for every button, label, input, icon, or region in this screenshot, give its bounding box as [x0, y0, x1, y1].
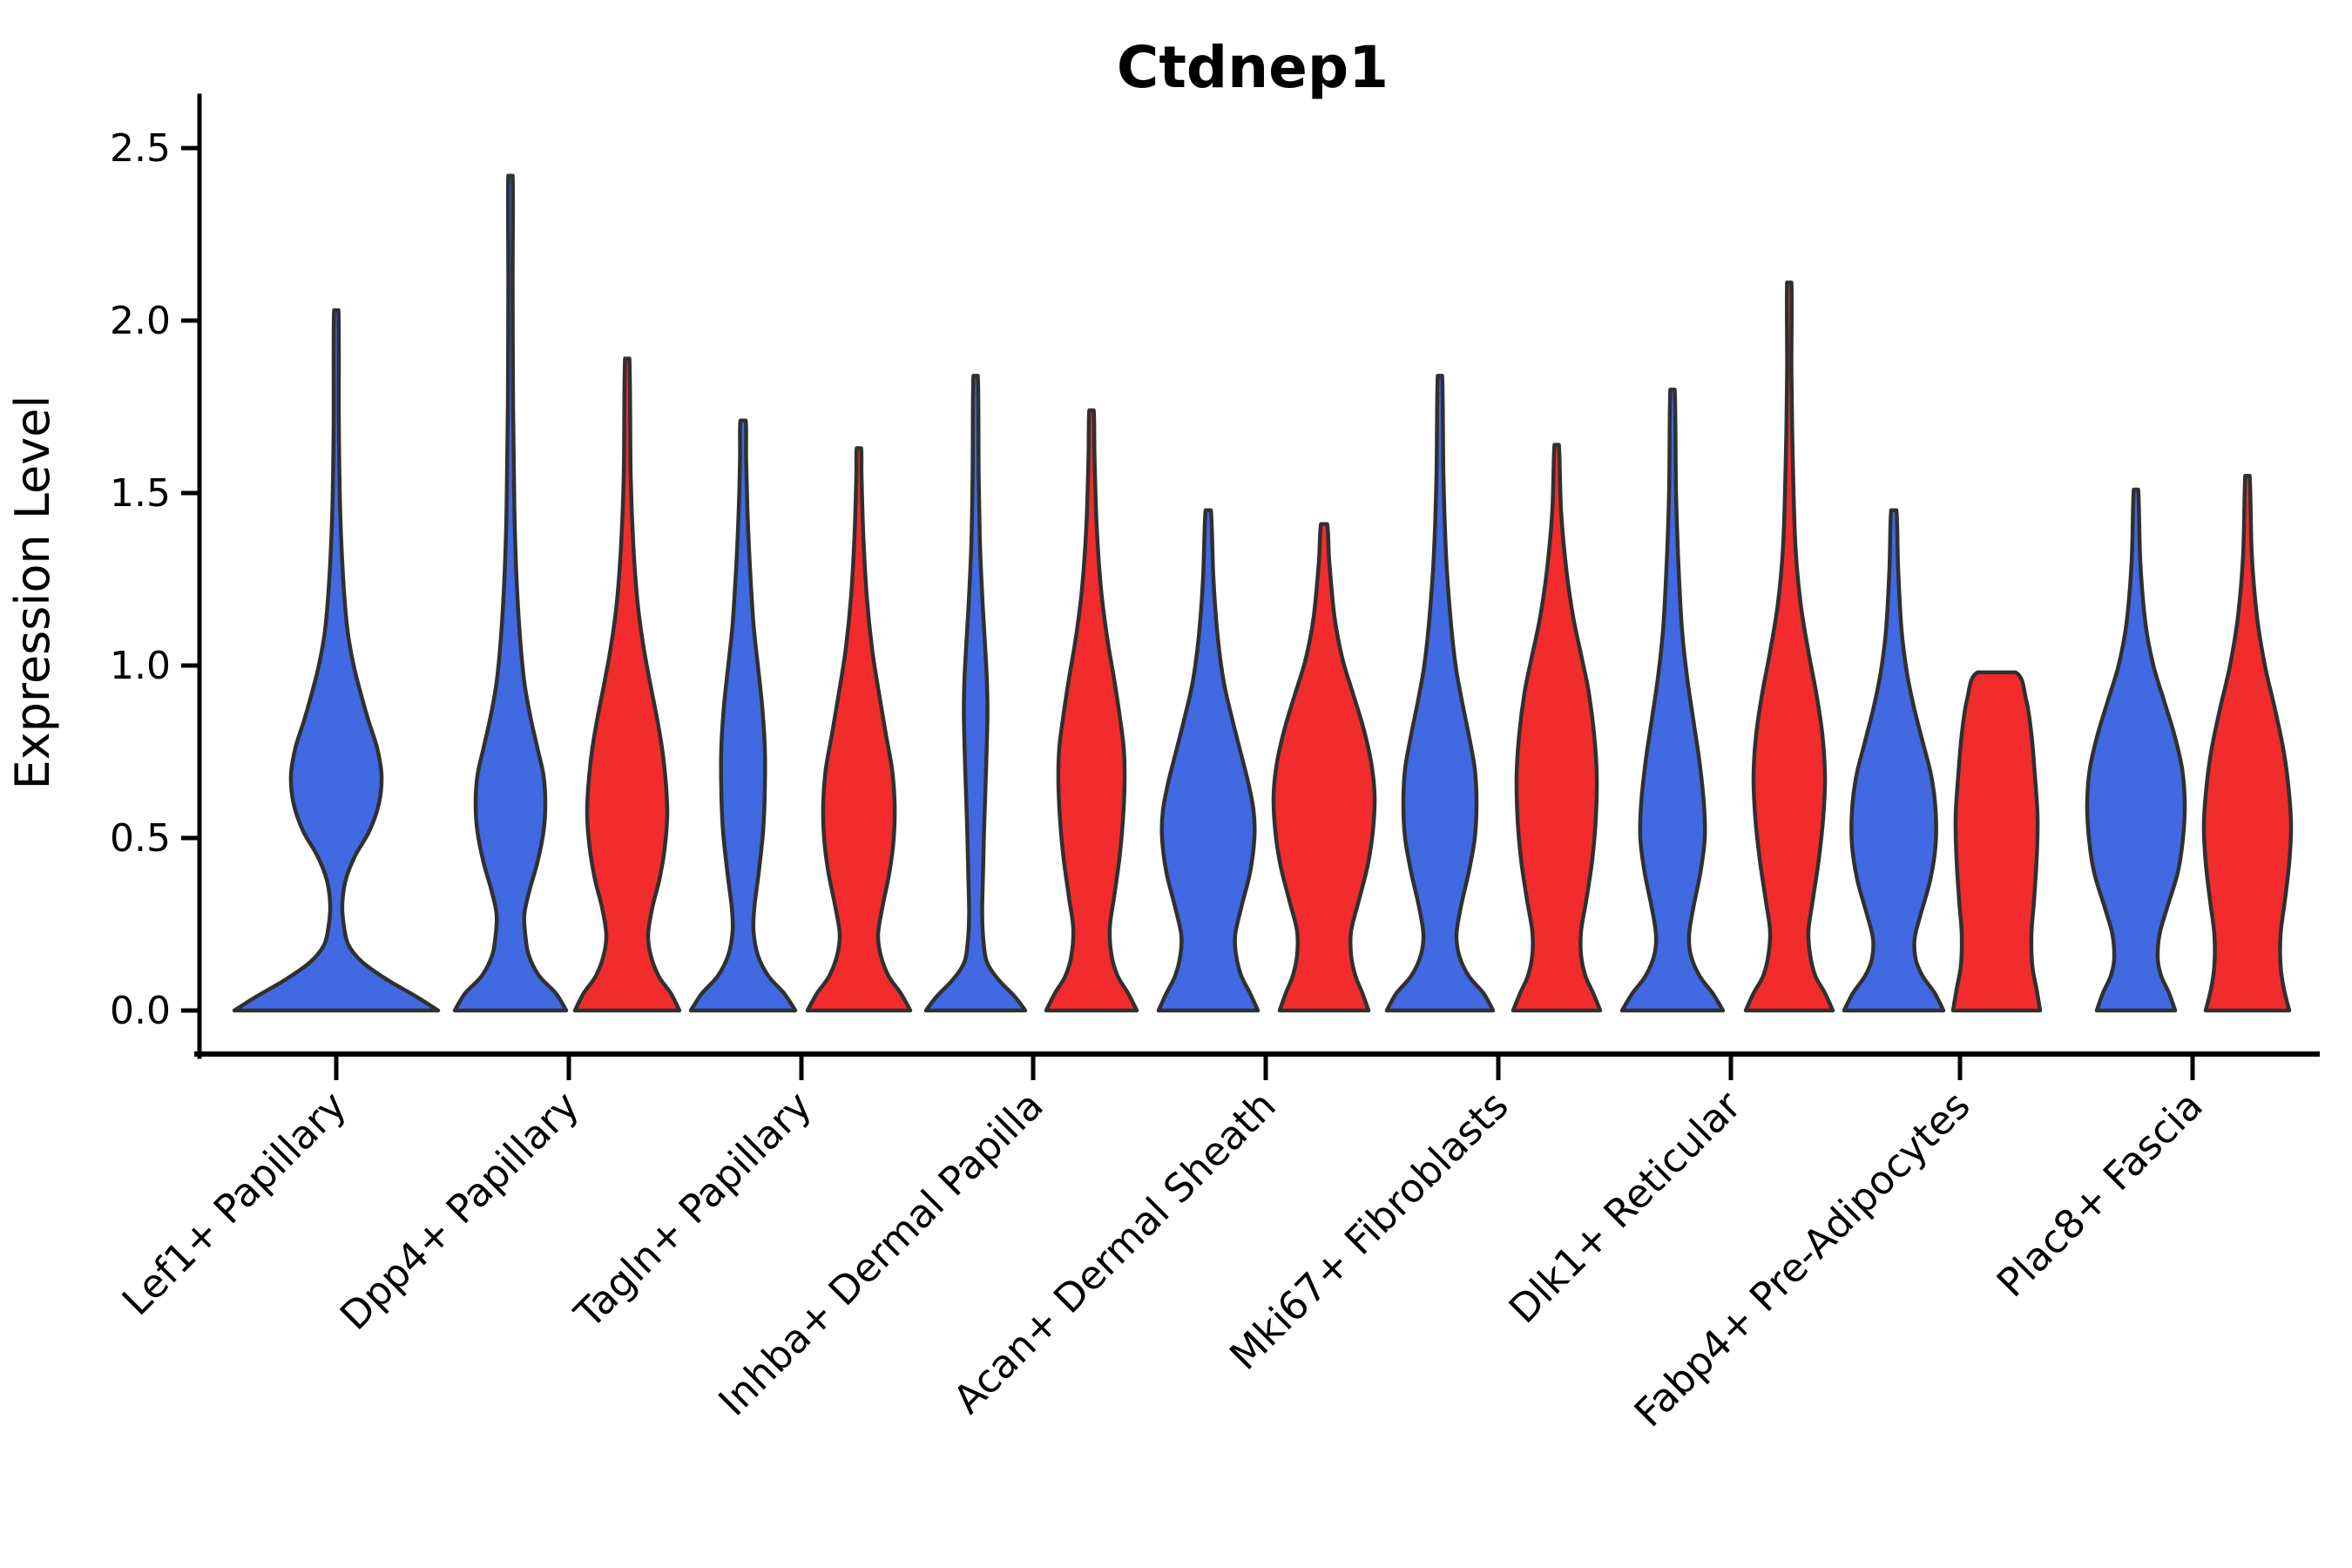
violin-blue-plac8	[2085, 487, 2187, 1013]
violin-red-dlk1	[1743, 280, 1835, 1013]
y-tick-label: 0.5	[110, 816, 171, 861]
violin-blue-mki67	[1384, 374, 1496, 1013]
violin-red-acan	[1271, 522, 1377, 1013]
violin-blue-tagln	[688, 418, 798, 1013]
y-axis-label: Expression Level	[5, 395, 60, 790]
violin-red-plac8	[2201, 473, 2294, 1013]
chart-title: Ctdnep1	[1117, 34, 1389, 101]
y-tick-label: 0.0	[110, 989, 171, 1033]
violin-shapes	[232, 173, 2294, 1013]
x-category-label: Dpp4+ Papillary	[331, 1082, 588, 1339]
violin-red-mki67	[1511, 443, 1603, 1013]
y-tick-label: 1.5	[110, 471, 171, 516]
y-tick-label: 2.0	[110, 299, 171, 343]
axes	[181, 93, 2320, 1080]
violin-blue-dpp4	[452, 173, 569, 1013]
x-category-label: Dlk1+ Reticular	[1500, 1082, 1750, 1332]
violin-blue-lef1	[232, 308, 441, 1013]
x-category-label: Tagln+ Papillary	[565, 1082, 821, 1337]
y-tick-label: 1.0	[110, 644, 171, 688]
x-category-label: Lef1+ Papillary	[113, 1082, 355, 1324]
violin-blue-inhba	[923, 374, 1028, 1013]
violin-red-tagln	[805, 446, 913, 1013]
violin-red-fabp4	[1950, 670, 2043, 1013]
violin-blue-fabp4	[1842, 508, 1946, 1013]
violin-red-inhba	[1044, 408, 1139, 1013]
y-tick-label: 2.5	[110, 126, 171, 171]
violin-blue-dlk1	[1619, 387, 1726, 1013]
x-category-label: Plac8+ Fascia	[1988, 1082, 2212, 1306]
violin-blue-acan	[1156, 508, 1260, 1013]
violin-red-dpp4	[572, 356, 682, 1013]
